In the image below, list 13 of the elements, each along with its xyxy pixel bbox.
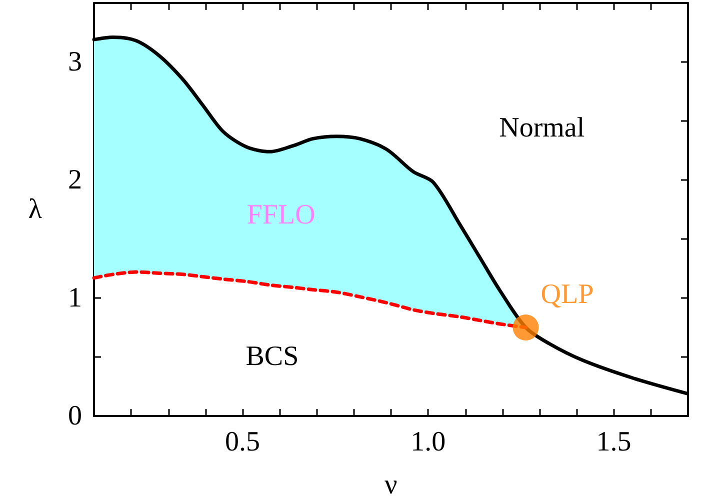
y-tick-label: 3 xyxy=(68,46,82,78)
y-tick-label: 0 xyxy=(68,400,82,432)
annotation: Normal xyxy=(499,112,585,144)
series-label: QLP xyxy=(540,279,594,310)
y-axis-title: λ xyxy=(28,194,42,225)
x-tick-label: 0.5 xyxy=(225,426,260,458)
x-tick-label: 1.0 xyxy=(410,426,446,458)
x-axis-title: ν xyxy=(384,470,398,500)
y-tick-label: 2 xyxy=(68,164,82,196)
annotation: BCS xyxy=(246,341,299,372)
y-tick-label: 1 xyxy=(68,282,82,314)
x-tick-label: 1.5 xyxy=(596,426,632,458)
annotation: FFLO xyxy=(246,200,316,231)
